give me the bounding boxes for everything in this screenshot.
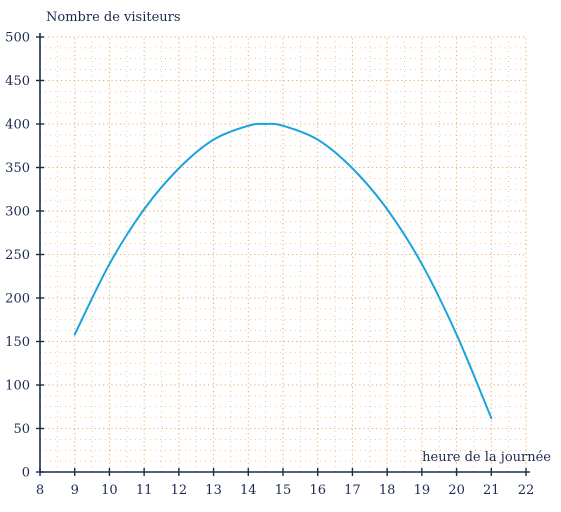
x-tick-label: 22 (518, 483, 535, 498)
x-tick-label: 17 (344, 483, 361, 498)
series (73, 122, 493, 420)
x-tick-label: 11 (136, 483, 153, 498)
y-tick-label: 450 (5, 74, 30, 89)
x-tick-label: 18 (379, 483, 396, 498)
x-axis-title: heure de la journée (422, 450, 551, 465)
y-tick-label: 200 (5, 292, 30, 307)
y-tick-label: 400 (5, 118, 30, 133)
y-tick-label: 350 (5, 161, 30, 176)
series-line (73, 122, 493, 420)
grid (40, 36, 527, 472)
x-tick-label: 10 (101, 483, 118, 498)
y-tick-label: 0 (22, 466, 30, 481)
y-tick-label: 50 (13, 422, 30, 437)
x-tick-label: 20 (448, 483, 465, 498)
y-tick-label: 300 (5, 205, 30, 220)
x-tick-label: 19 (414, 483, 431, 498)
x-tick-label: 13 (205, 483, 222, 498)
x-tick-label: 8 (36, 483, 44, 498)
x-tick-label: 21 (483, 483, 500, 498)
y-tick-label: 250 (5, 248, 30, 263)
x-tick-label: 14 (240, 483, 257, 498)
x-tick-label: 12 (171, 483, 188, 498)
x-tick-label: 16 (309, 483, 326, 498)
x-tick-label: 15 (275, 483, 292, 498)
ticks: 8 9 10 11 12 13 14 15 16 17 18 19 20 21 22 0 50 100 150 200… (5, 31, 534, 499)
x-tick-label: 9 (71, 483, 79, 498)
axes (39, 33, 530, 473)
y-axis-title: Nombre de visiteurs (46, 10, 181, 25)
y-tick-label: 150 (5, 335, 30, 350)
y-tick-label: 500 (5, 31, 30, 46)
y-tick-label: 100 (5, 379, 30, 394)
